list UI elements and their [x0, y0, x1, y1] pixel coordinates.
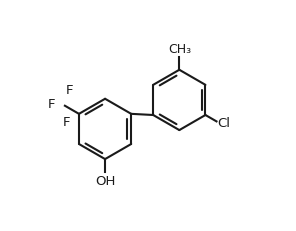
Text: F: F	[66, 84, 73, 97]
Text: CH₃: CH₃	[168, 43, 191, 55]
Text: OH: OH	[95, 174, 115, 187]
Text: F: F	[48, 97, 55, 110]
Text: F: F	[62, 115, 70, 128]
Text: Cl: Cl	[218, 116, 231, 130]
